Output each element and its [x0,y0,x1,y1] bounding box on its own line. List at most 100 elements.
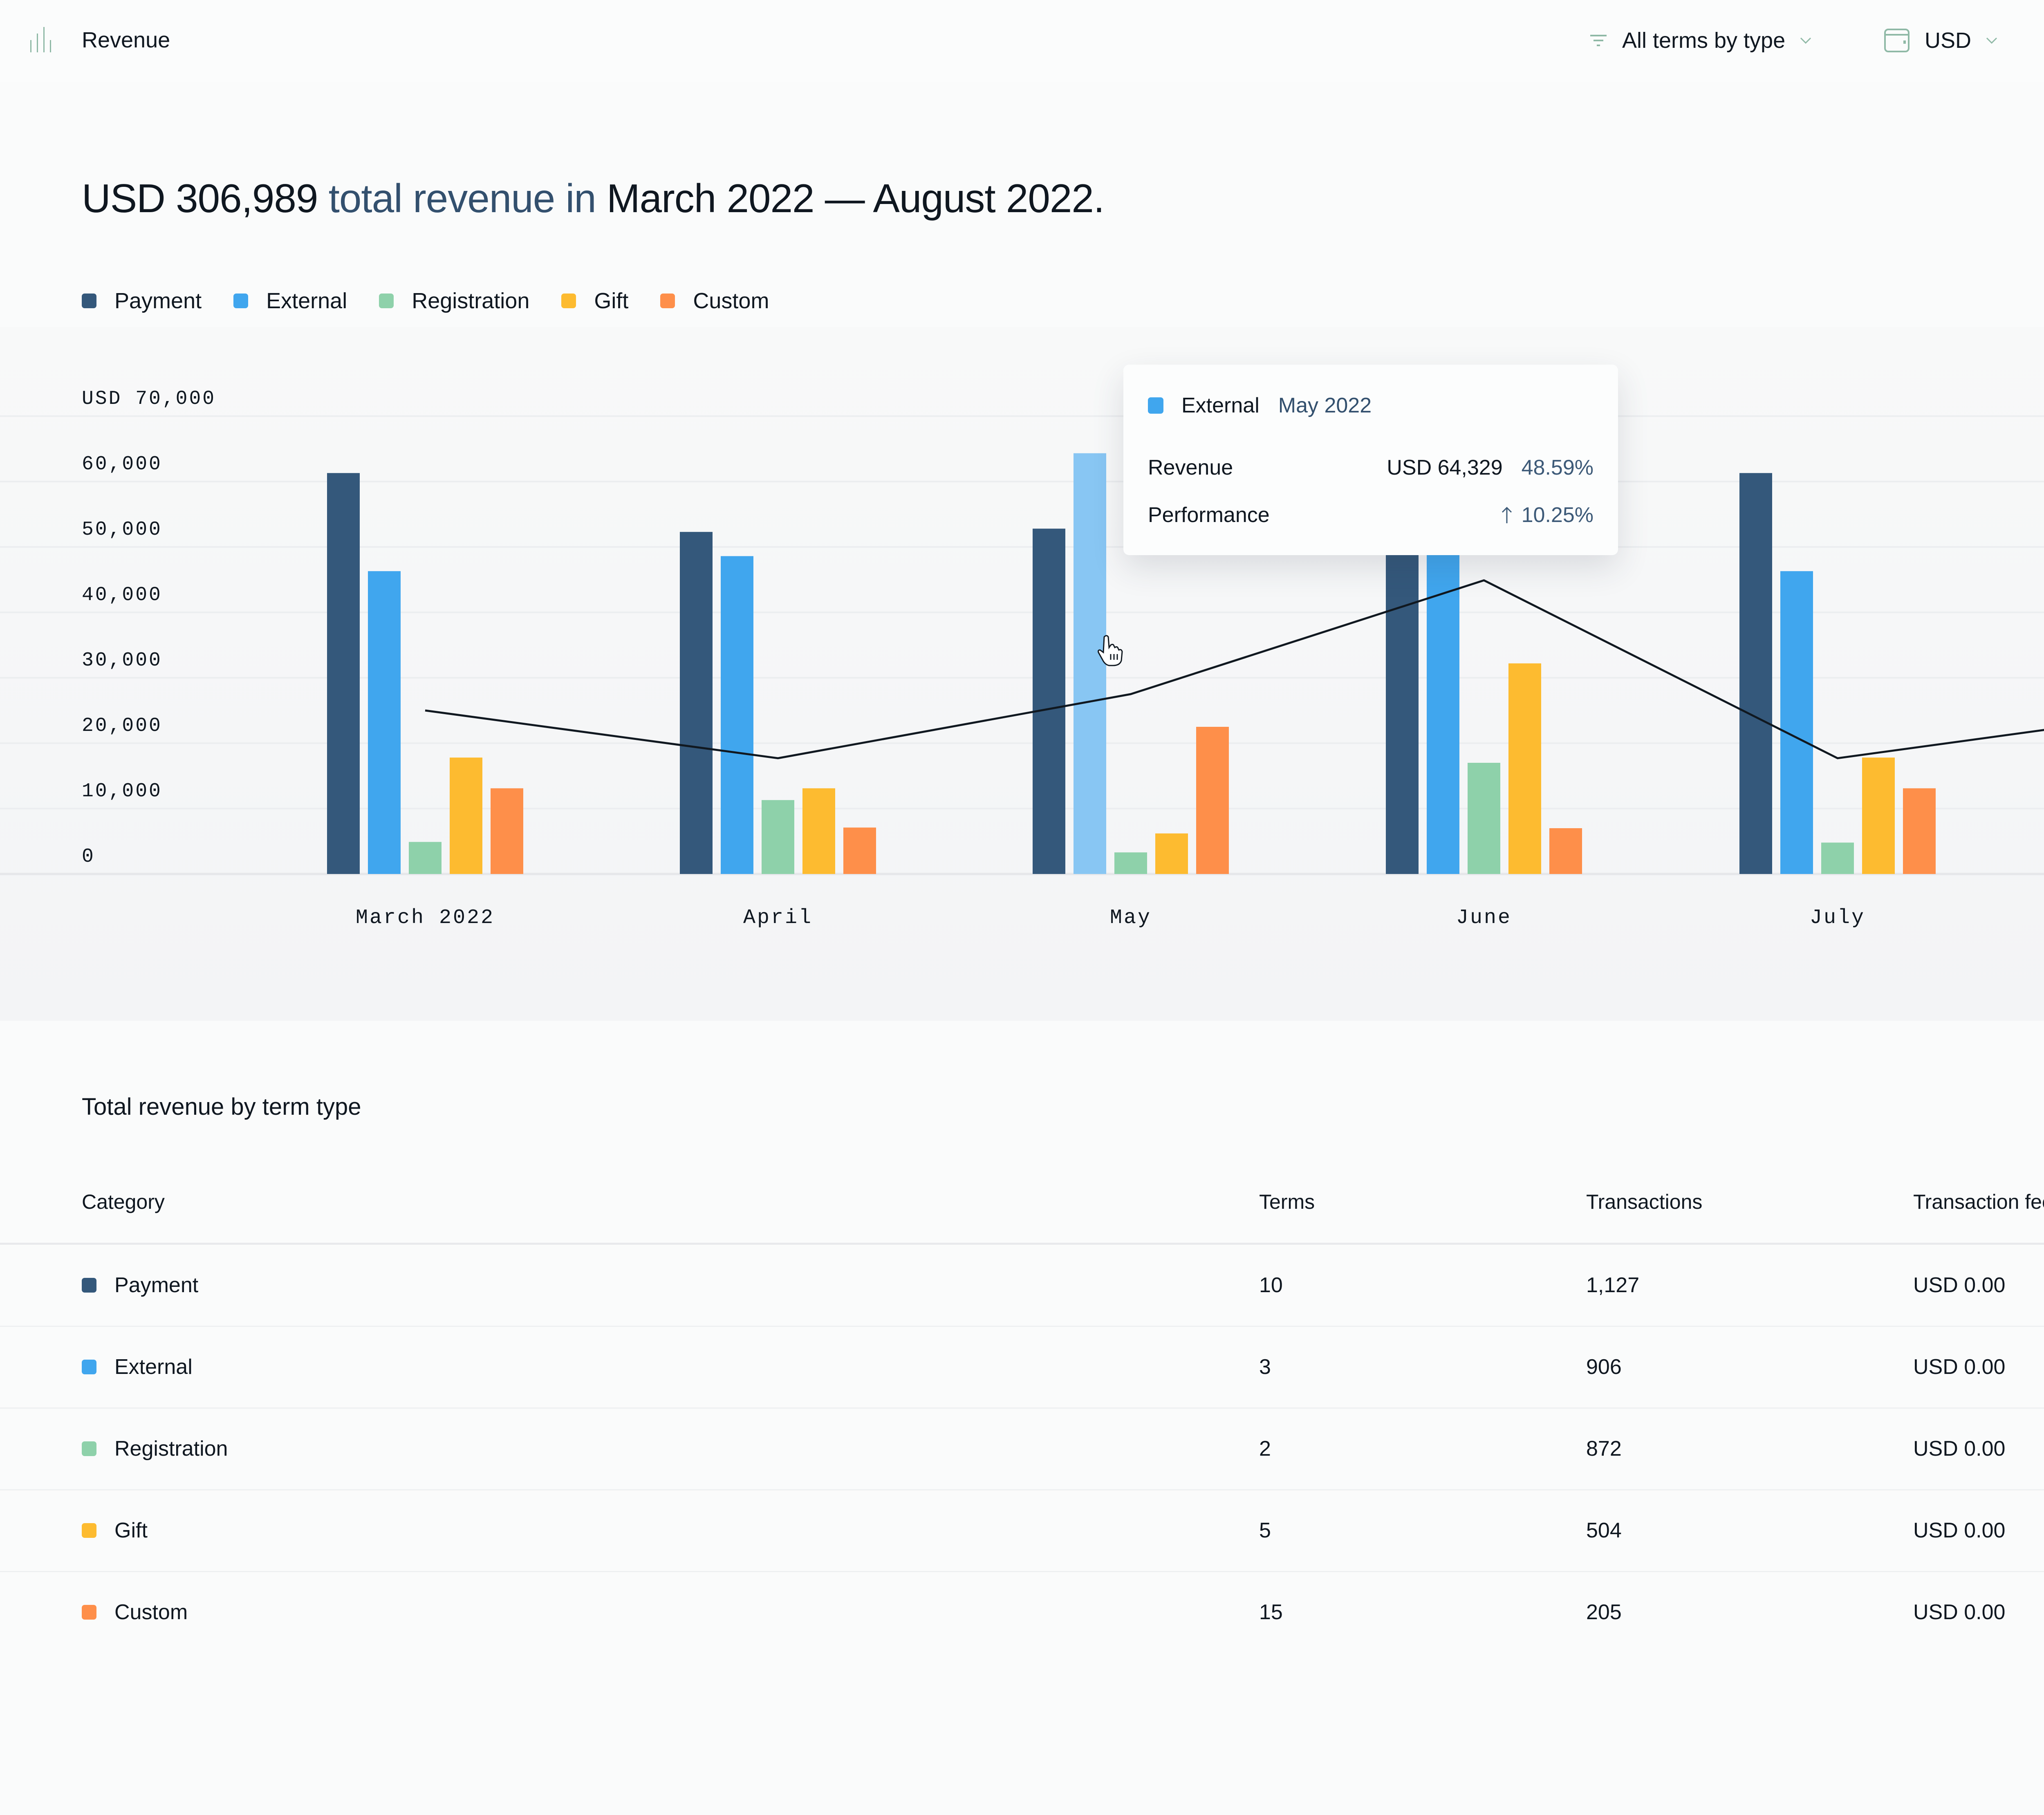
legend-label: Registration [412,289,530,313]
column-header-terms[interactable]: Terms [1259,1188,1315,1216]
chart-tooltip: External May 2022 Revenue USD 64,329 48.5… [1123,365,1618,555]
chevron-down-icon [1986,37,1997,44]
cell-fee: USD 0.00 [1913,1600,2006,1624]
bar-external-march-2022[interactable] [368,571,401,874]
wallet-icon [1884,28,1910,53]
bar-custom-may[interactable] [1196,727,1229,874]
cell-transactions: 504 [1586,1519,1622,1542]
tooltip-performance-label: Performance [1148,503,1270,527]
bar-payment-june[interactable] [1386,514,1419,874]
bar-external-april[interactable] [721,556,753,874]
column-header-category[interactable]: Category [82,1188,165,1216]
category-label: Registration [114,1437,228,1461]
category-label: Custom [114,1600,188,1624]
bar-payment-april[interactable] [680,532,713,874]
cell-transactions: 872 [1586,1437,1622,1461]
bar-registration-june[interactable] [1468,763,1500,874]
bar-payment-march-2022[interactable] [327,473,360,874]
term-type-filter-dropdown[interactable]: All terms by type [1589,23,1811,58]
row-divider [0,1489,2044,1490]
headline-period: March 2022 — August 2022. [606,176,1105,221]
row-divider [0,1326,2044,1327]
bar-payment-may[interactable] [1033,529,1065,874]
page-title: Revenue [82,28,170,52]
cell-terms: 10 [1259,1273,1283,1297]
legend-item-gift[interactable]: Gift [561,286,628,316]
headline-amount: USD 306,989 [82,176,318,221]
category-swatch [82,1605,96,1620]
cell-category: Payment [82,1271,198,1300]
bar-custom-july[interactable] [1903,788,1936,874]
column-header-label: Terms [1259,1190,1315,1213]
column-header-label: Category [82,1190,165,1213]
cell-fee: USD 0.00 [1913,1437,2006,1461]
table-title: Total revenue by term type [82,1093,361,1120]
bar-gift-july[interactable] [1862,757,1895,874]
cell-terms: 3 [1259,1355,1271,1379]
cell-fee: USD 0.00 [1913,1519,2006,1542]
category-swatch [82,1278,96,1293]
chevron-down-icon [1800,37,1811,44]
bar-external-may[interactable] [1074,453,1106,874]
legend-label: External [266,289,347,313]
legend-item-external[interactable]: External [233,286,347,316]
bar-gift-april[interactable] [802,788,835,874]
legend-swatch [561,294,576,308]
y-axis-tick-label: 50,000 [82,519,162,541]
arrow-up-icon [1501,506,1513,524]
column-header-label: Transaction fee [1913,1190,2044,1213]
revenue-headline: USD 306,989 total revenue in March 2022 … [82,172,1105,225]
legend-item-custom[interactable]: Custom [660,286,769,316]
column-header-transaction-fee[interactable]: Transaction fee [1913,1188,2044,1216]
cell-category: Gift [82,1516,148,1545]
hand-pointer-cursor-icon [1098,634,1126,668]
x-axis-tick-label: March 2022 [356,906,495,930]
cell-transactions: 205 [1586,1600,1622,1624]
bar-registration-july[interactable] [1821,843,1854,874]
legend-swatch [379,294,394,308]
y-axis-tick-label: 60,000 [82,453,162,475]
cell-category: External [82,1353,193,1381]
bar-gift-may[interactable] [1155,833,1188,874]
bar-chart: 0 10,000 20,000 30,000 40,000 50,000 60,000 USD… [0,388,2044,930]
bar-external-july[interactable] [1780,571,1813,874]
bar-custom-june[interactable] [1549,828,1582,874]
x-axis-tick-label: April [743,906,813,930]
y-axis-tick-label: 10,000 [82,780,162,802]
top-bar: Revenue All terms by type USD [0,0,2044,82]
bar-gift-june[interactable] [1508,663,1541,874]
tooltip-performance-value: 10.25% [1521,503,1594,527]
x-axis-tick-label: July [1810,906,1865,930]
cell-category: Registration [82,1434,228,1463]
bar-gift-march-2022[interactable] [450,757,482,874]
bar-registration-march-2022[interactable] [409,842,442,874]
cell-fee: USD 0.00 [1913,1273,2006,1297]
headline-text: total revenue in [318,176,607,221]
category-swatch [82,1360,96,1374]
trend-line [425,579,2044,760]
table-header-divider [0,1243,2044,1245]
y-axis-tick-label: 20,000 [82,715,162,737]
legend-item-registration[interactable]: Registration [379,286,529,316]
bar-registration-may[interactable] [1114,852,1147,874]
bar-custom-march-2022[interactable] [491,788,523,874]
row-divider [0,1407,2044,1409]
legend-item-payment[interactable]: Payment [82,286,202,316]
column-header-transactions[interactable]: Transactions [1586,1188,1702,1216]
y-axis-tick-label: 0 [82,846,95,868]
y-axis-tick-label: USD 70,000 [82,388,216,410]
bar-payment-july[interactable] [1739,473,1772,874]
bar-registration-april[interactable] [762,800,794,874]
column-header-label: Transactions [1586,1190,1703,1213]
bar-external-june[interactable] [1427,495,1459,874]
cell-transactions: 906 [1586,1355,1622,1379]
cell-transactions: 1,127 [1586,1273,1640,1297]
cell-terms: 15 [1259,1600,1283,1624]
bar-custom-april[interactable] [843,827,876,874]
currency-dropdown[interactable]: USD [1884,23,1997,58]
